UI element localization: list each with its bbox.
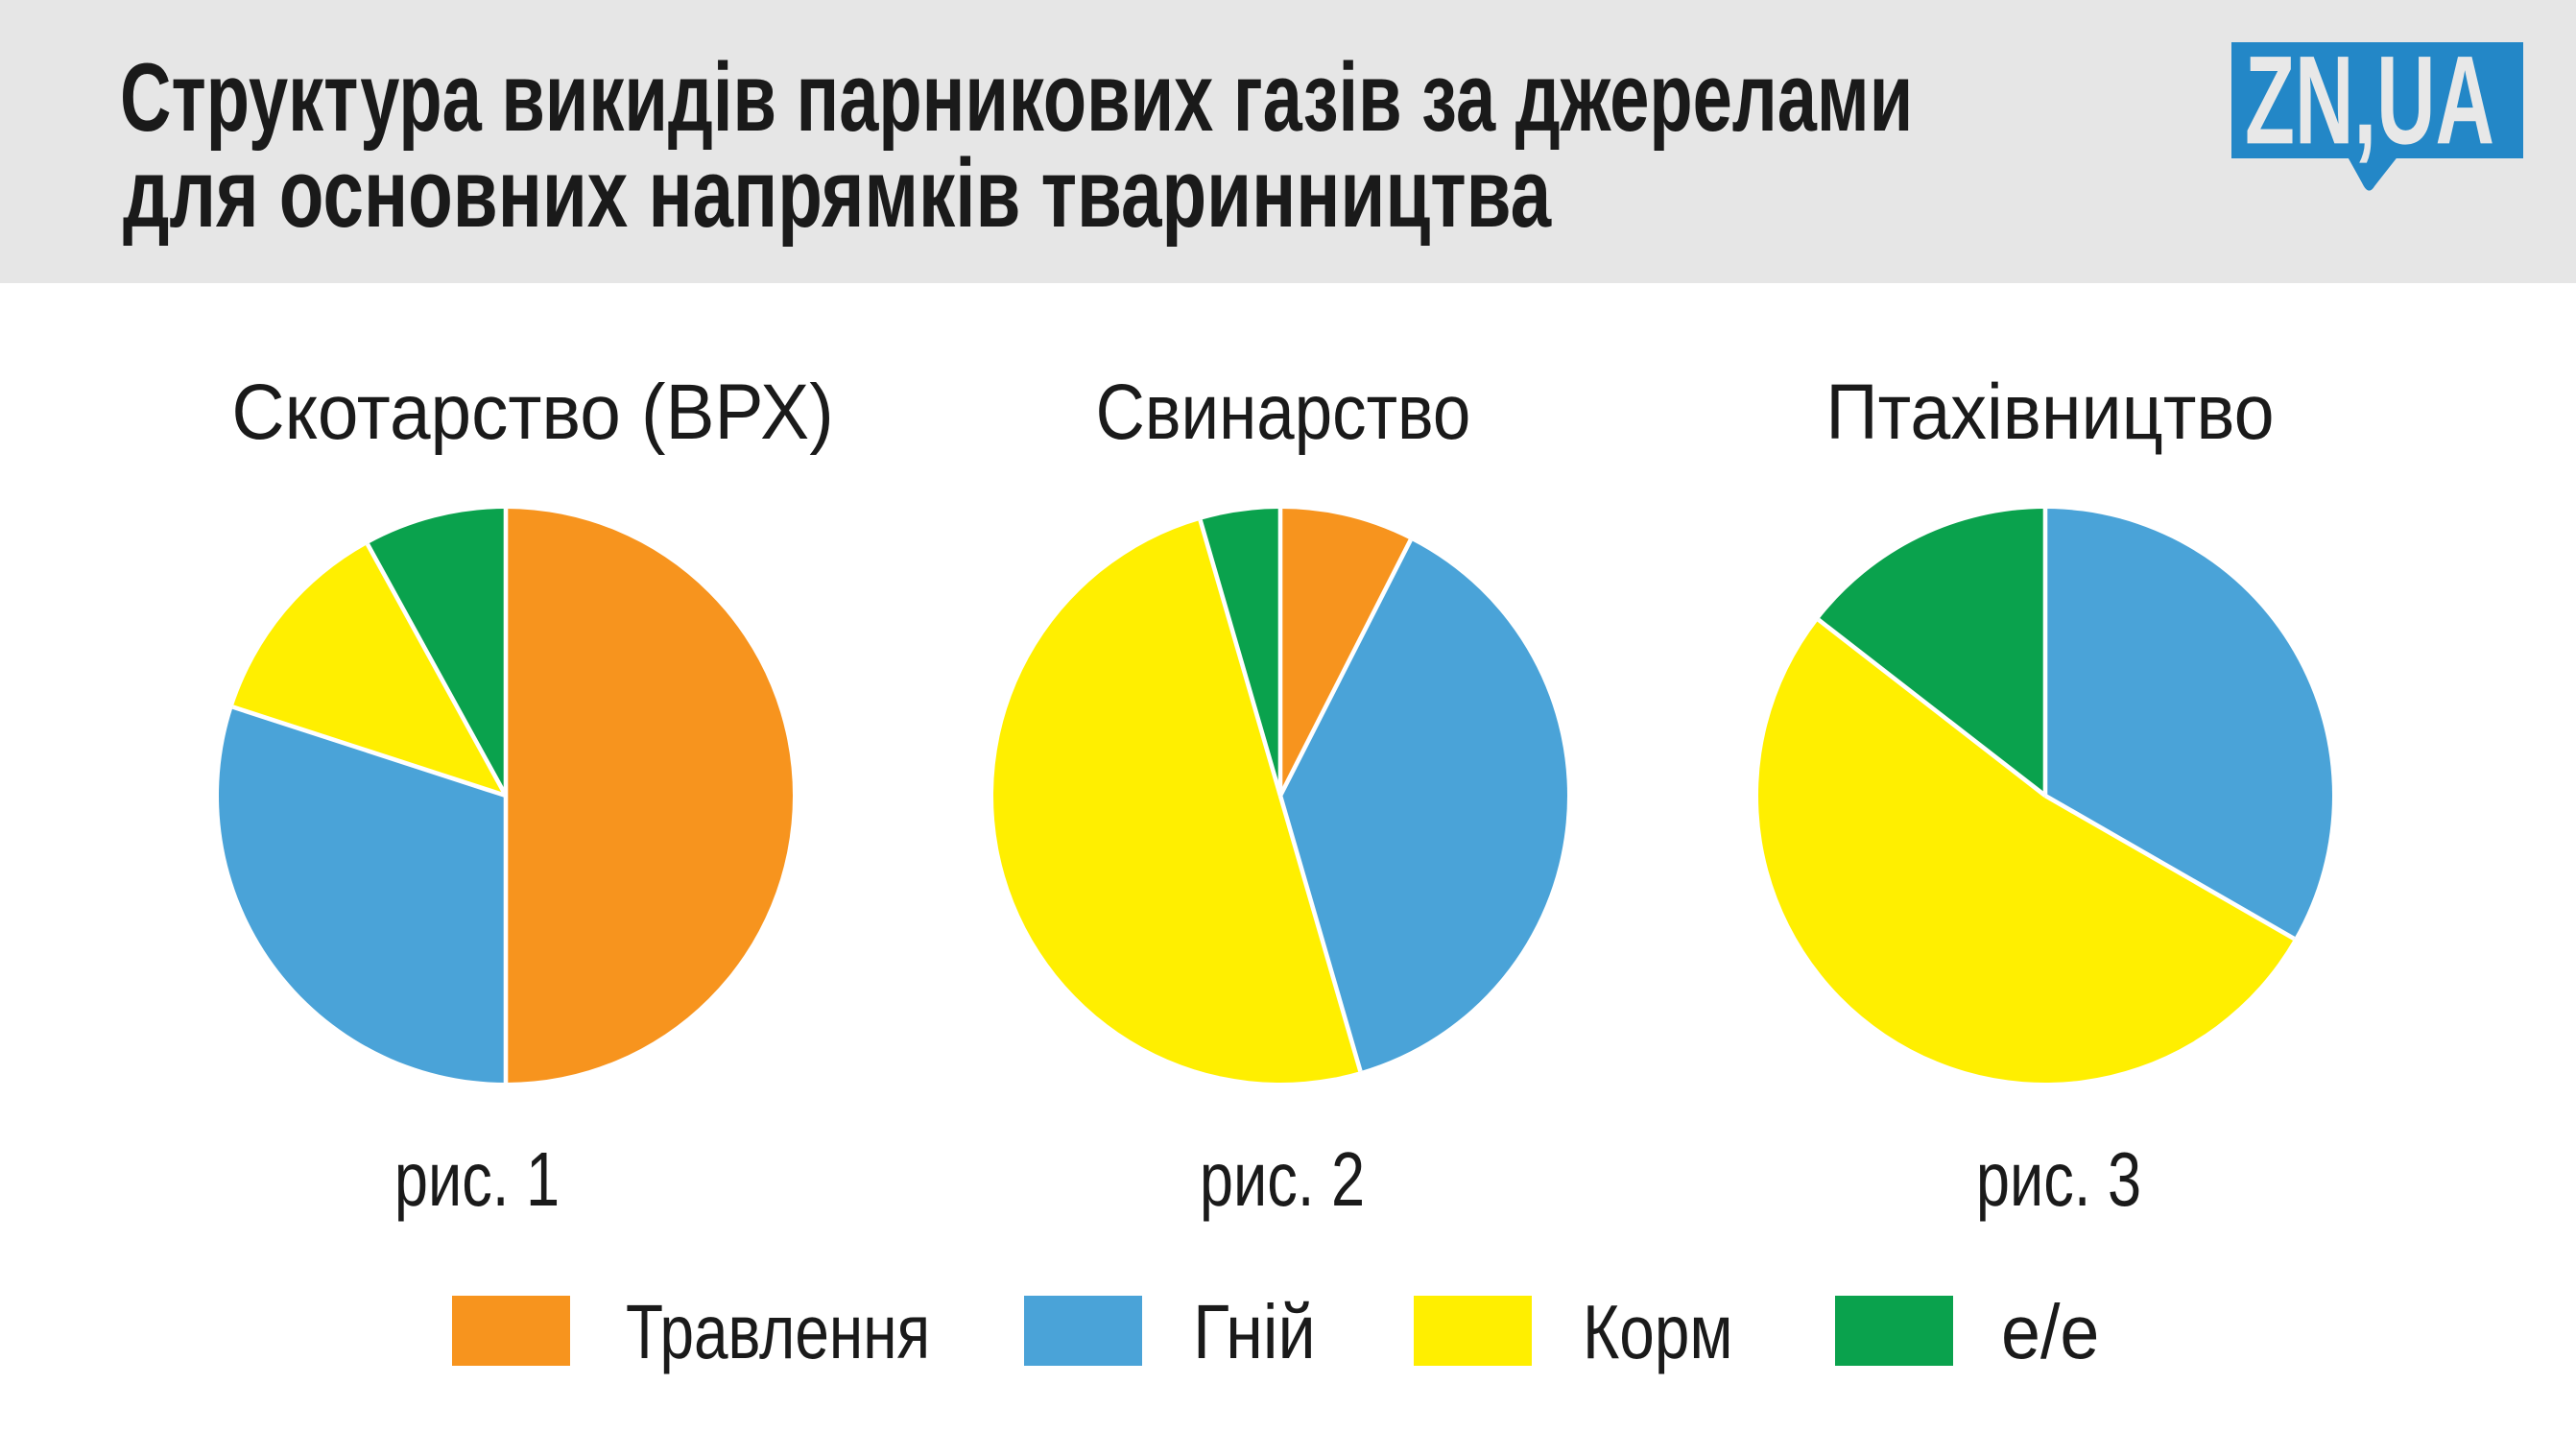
pie-2-separator	[1277, 795, 1363, 1072]
legend-label-2: Гній	[1193, 1289, 1316, 1374]
legend-swatch-2	[1024, 1296, 1142, 1366]
znua-logo-text: ZN,UA	[2245, 42, 2494, 170]
pie-2-slice-Корм	[992, 519, 1361, 1084]
legend-swatch-3	[1414, 1296, 1532, 1366]
pie-title-1: Скотарство (ВРХ)	[231, 369, 834, 456]
page-title-line-1: Структура викидів парникових газів за дж…	[120, 44, 1914, 152]
pie-3-slice-е/е	[1818, 509, 2045, 796]
legend-label-4: е/е	[2001, 1289, 2100, 1374]
pie-chart-1	[218, 509, 793, 1083]
pie-chart-2	[992, 509, 1568, 1084]
pie-3-separator	[1817, 617, 2047, 798]
pie-2-slice-Гній	[1280, 539, 1568, 1072]
pie-3-separator	[2043, 794, 2296, 941]
pie-1-separator	[231, 704, 507, 799]
legend-label-3: Корм	[1583, 1289, 1733, 1374]
pie-title-2: Свинарство	[1095, 369, 1471, 456]
pie-2-separator	[1198, 519, 1283, 797]
page-title-line-2: для основних напрямків тваринництва	[123, 140, 1552, 248]
pie-2-slice-Травлення	[1280, 509, 1411, 796]
pie-caption-2: рис. 2	[1199, 1136, 1366, 1222]
pie-2-separator	[1277, 538, 1413, 798]
pie-1-slice-е/е	[367, 509, 506, 796]
legend-swatch-4	[1835, 1296, 1953, 1366]
pie-chart-3	[1758, 509, 2332, 1083]
pie-3-slice-Корм	[1758, 619, 2295, 1083]
pie-title-3: Птахівництво	[1825, 369, 2275, 456]
pie-caption-3: рис. 3	[1975, 1136, 2142, 1222]
pie-1-separator	[365, 542, 509, 798]
pie-1-slice-Травлення	[506, 509, 793, 1083]
pie-1-slice-Корм	[232, 543, 506, 796]
pie-1-slice-Гній	[218, 706, 506, 1083]
pie-caption-1: рис. 1	[394, 1136, 561, 1222]
legend-label-1: Травлення	[626, 1289, 931, 1374]
znua-logo: ZN,UA	[2231, 42, 2523, 191]
header-band: Структура викидів парникових газів за дж…	[0, 0, 2576, 283]
pie-3-slice-Гній	[2045, 509, 2332, 939]
legend-swatch-1	[452, 1296, 570, 1366]
znua-logo-tail	[2348, 156, 2397, 191]
znua-logo-bubble	[2231, 42, 2523, 191]
